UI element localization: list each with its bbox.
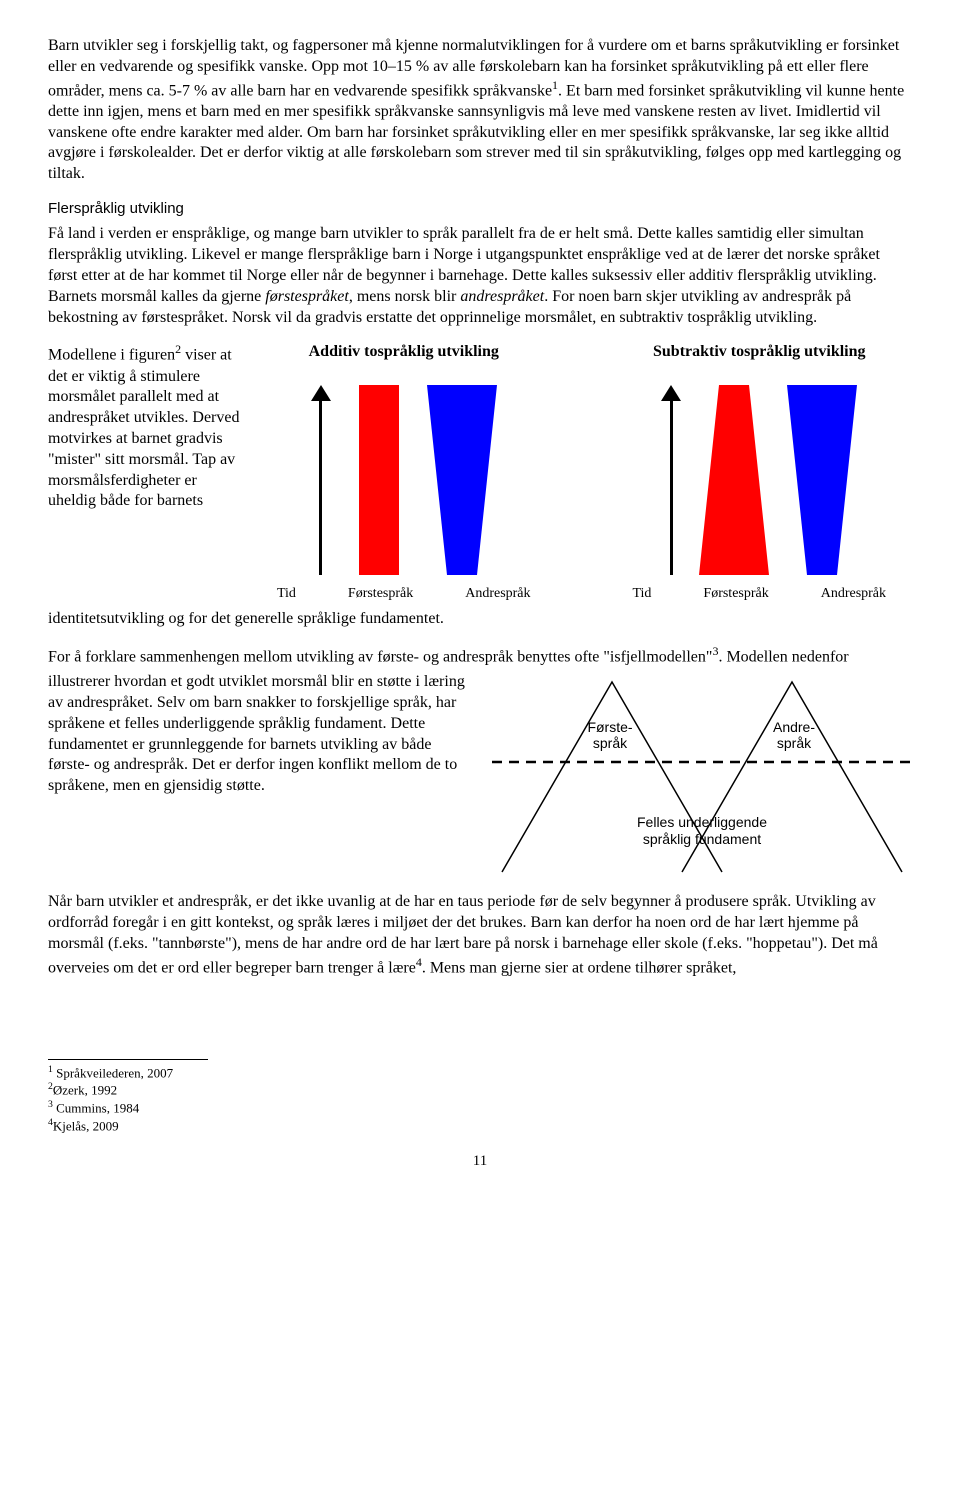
label-andre: Andrespråk (821, 585, 886, 603)
additive-first-language-shape (349, 385, 409, 575)
paragraph-3-intro: For å forklare sammenhengen mellom utvik… (48, 644, 912, 668)
additive-title: Additiv tospråklig utvikling (251, 342, 557, 363)
footnotes-block: 1 Språkveilederen, 2007 2Øzerk, 1992 3 C… (48, 1059, 912, 1134)
time-arrow-icon (661, 385, 681, 575)
bilingual-diagram-row: Modellene i figuren2 viser at det er vik… (48, 342, 912, 603)
svg-text:Felles underliggende: Felles underliggende (637, 814, 767, 830)
label-forste: Førstespråk (703, 585, 768, 603)
svg-text:Andre-: Andre- (773, 719, 815, 735)
iceberg-paragraph: illustrerer hvordan et godt utviklet mor… (48, 672, 474, 882)
label-tid: Tid (277, 585, 296, 603)
subtractive-second-language-shape (787, 385, 857, 575)
page-number: 11 (48, 1152, 912, 1172)
after-diagram-line: identitetsutvikling og for det generelle… (48, 609, 912, 630)
svg-text:språk: språk (777, 735, 812, 751)
additive-second-language-shape (427, 385, 497, 575)
iceberg-row: illustrerer hvordan et godt utviklet mor… (48, 672, 912, 882)
heading-flerspraklig: Flerspråklig utvikling (48, 199, 912, 219)
paragraph-4: Når barn utvikler et andrespråk, er det … (48, 892, 912, 979)
subtractive-title: Subtraktiv tospråklig utvikling (607, 342, 913, 363)
paragraph-1: Barn utvikler seg i forskjellig takt, og… (48, 36, 912, 185)
svg-text:språklig fundament: språklig fundament (643, 831, 761, 847)
diagram-side-paragraph: Modellene i figuren2 viser at det er vik… (48, 342, 251, 512)
label-tid: Tid (632, 585, 651, 603)
iceberg-diagram: Første- språk Andre- språk Felles underl… (492, 672, 912, 882)
additive-panel: Additiv tospråklig utvikling Tid Førstes… (251, 342, 557, 603)
time-arrow-icon (311, 385, 331, 575)
label-forste: Førstespråk (348, 585, 413, 603)
subtractive-first-language-shape (699, 385, 769, 575)
svg-text:Første-: Første- (587, 719, 632, 735)
subtractive-panel: Subtraktiv tospråklig utvikling Tid Førs… (607, 342, 913, 603)
paragraph-2: Få land i verden er enspråklige, og mang… (48, 224, 912, 328)
label-andre: Andrespråk (465, 585, 530, 603)
svg-text:språk: språk (593, 735, 628, 751)
